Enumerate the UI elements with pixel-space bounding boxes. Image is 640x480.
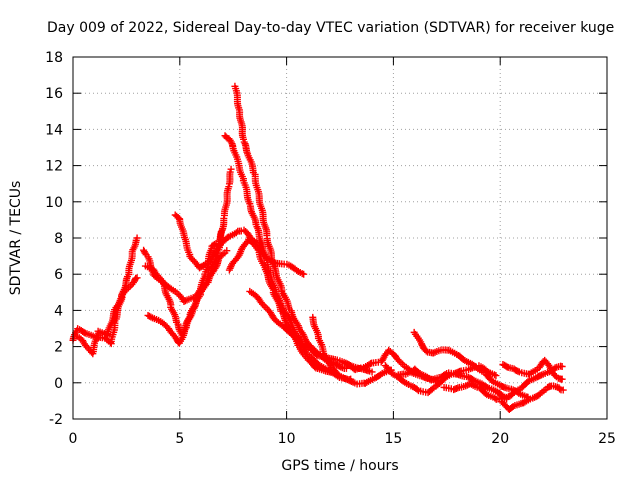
- data-point: [488, 377, 496, 385]
- x-tick-label: 15: [384, 431, 402, 447]
- y-tick-label: 12: [45, 159, 63, 175]
- data-point: [313, 351, 321, 359]
- data-point: [558, 363, 566, 371]
- data-point: [180, 297, 188, 305]
- y-tick-label: 2: [54, 340, 63, 356]
- data-point: [300, 270, 308, 278]
- series-trace-r: [498, 382, 567, 413]
- y-tick-label: 16: [45, 86, 63, 102]
- y-tick-label: 4: [54, 303, 63, 319]
- data-point: [482, 383, 490, 391]
- series-trace-k: [309, 313, 395, 388]
- series-trace-g: [221, 132, 355, 383]
- x-axis-label: GPS time / hours: [281, 458, 398, 474]
- data-point: [227, 165, 235, 173]
- data-point: [490, 371, 498, 379]
- y-tick-label: 18: [45, 50, 63, 66]
- data-points: [69, 82, 567, 413]
- data-point: [223, 247, 231, 255]
- chart-title: Day 009 of 2022, Sidereal Day-to-day VTE…: [47, 20, 614, 36]
- data-point: [133, 274, 141, 282]
- y-tick-label: 6: [54, 267, 63, 283]
- series-trace-q: [499, 356, 566, 383]
- x-tick-label: 5: [175, 431, 184, 447]
- data-point: [556, 385, 564, 393]
- data-point: [492, 372, 500, 380]
- x-tick-label: 10: [278, 431, 296, 447]
- data-point: [211, 240, 219, 248]
- data-point: [394, 356, 402, 364]
- data-point: [559, 386, 567, 394]
- y-tick-label: 10: [45, 195, 63, 211]
- data-point: [368, 368, 376, 376]
- data-point: [145, 312, 153, 320]
- data-point: [413, 385, 421, 393]
- data-point: [524, 377, 532, 385]
- x-tick-label: 0: [69, 431, 78, 447]
- data-point: [348, 378, 356, 386]
- plot-frame: [72, 56, 608, 420]
- data-point: [232, 229, 240, 237]
- data-point: [551, 371, 559, 379]
- y-tick-label: 14: [45, 122, 63, 138]
- data-point: [491, 394, 499, 402]
- data-point: [558, 375, 566, 383]
- y-tick-label: -2: [49, 412, 63, 428]
- data-point: [141, 249, 149, 257]
- x-tick-labels: 0 5 10 15 20 25: [69, 431, 616, 447]
- series-trace-e: [144, 165, 235, 347]
- y-tick-labels: -2 0 2 4 6 8 10 12 14 16 18: [45, 50, 63, 428]
- data-point: [422, 347, 430, 355]
- data-point: [181, 297, 189, 305]
- series-trace-b: [73, 274, 141, 358]
- data-point: [106, 339, 114, 347]
- y-axis-label: SDTVAR / TECUs: [8, 181, 24, 296]
- y-tick-label: 0: [54, 376, 63, 392]
- series-trace-p: [440, 362, 566, 403]
- y-tick-label: 8: [54, 231, 63, 247]
- series-trace-h: [231, 82, 350, 372]
- data-point: [430, 349, 438, 357]
- x-tick-label: 20: [491, 431, 509, 447]
- x-tick-label: 25: [598, 431, 616, 447]
- data-point: [441, 370, 449, 378]
- gridlines: [73, 57, 607, 419]
- data-point: [133, 234, 141, 242]
- axis-ticks: [72, 56, 608, 420]
